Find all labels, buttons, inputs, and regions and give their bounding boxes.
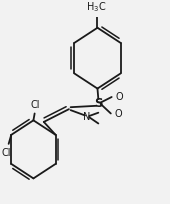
Text: Cl: Cl [30,100,40,110]
Text: N: N [83,112,91,122]
Text: S: S [94,97,103,110]
Text: O: O [115,92,123,102]
Text: Cl: Cl [1,148,11,158]
Text: O: O [114,109,122,119]
Text: H$_3$C: H$_3$C [86,0,106,14]
